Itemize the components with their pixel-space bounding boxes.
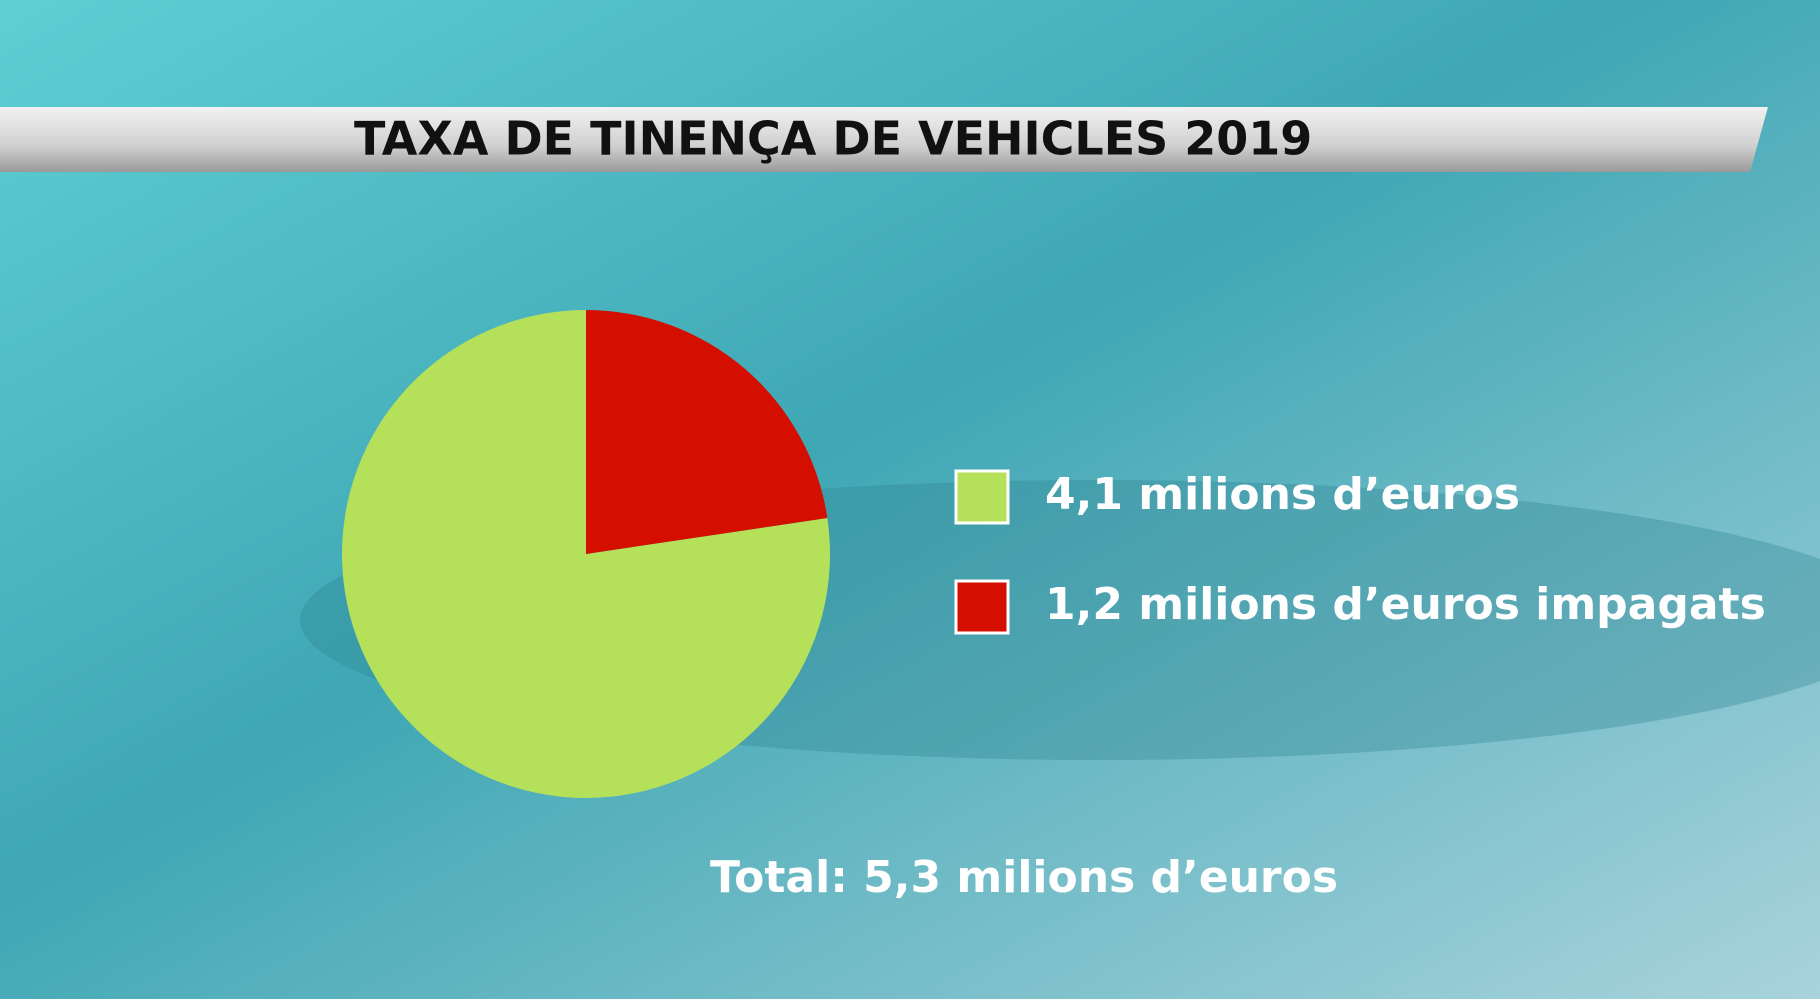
legend-swatch xyxy=(954,469,1010,525)
legend-label: 1,2 milions d’euros impagats xyxy=(1045,579,1766,630)
legend-swatch xyxy=(954,579,1010,635)
chart-title: TAXA DE TINENÇA DE VEHICLES 2019 xyxy=(354,112,1312,166)
pie-slice xyxy=(586,309,828,554)
title-bar xyxy=(0,107,1768,172)
total-annotation: Total: 5,3 milions d’euros xyxy=(710,852,1338,903)
legend-label: 4,1 milions d’euros xyxy=(1045,469,1520,520)
